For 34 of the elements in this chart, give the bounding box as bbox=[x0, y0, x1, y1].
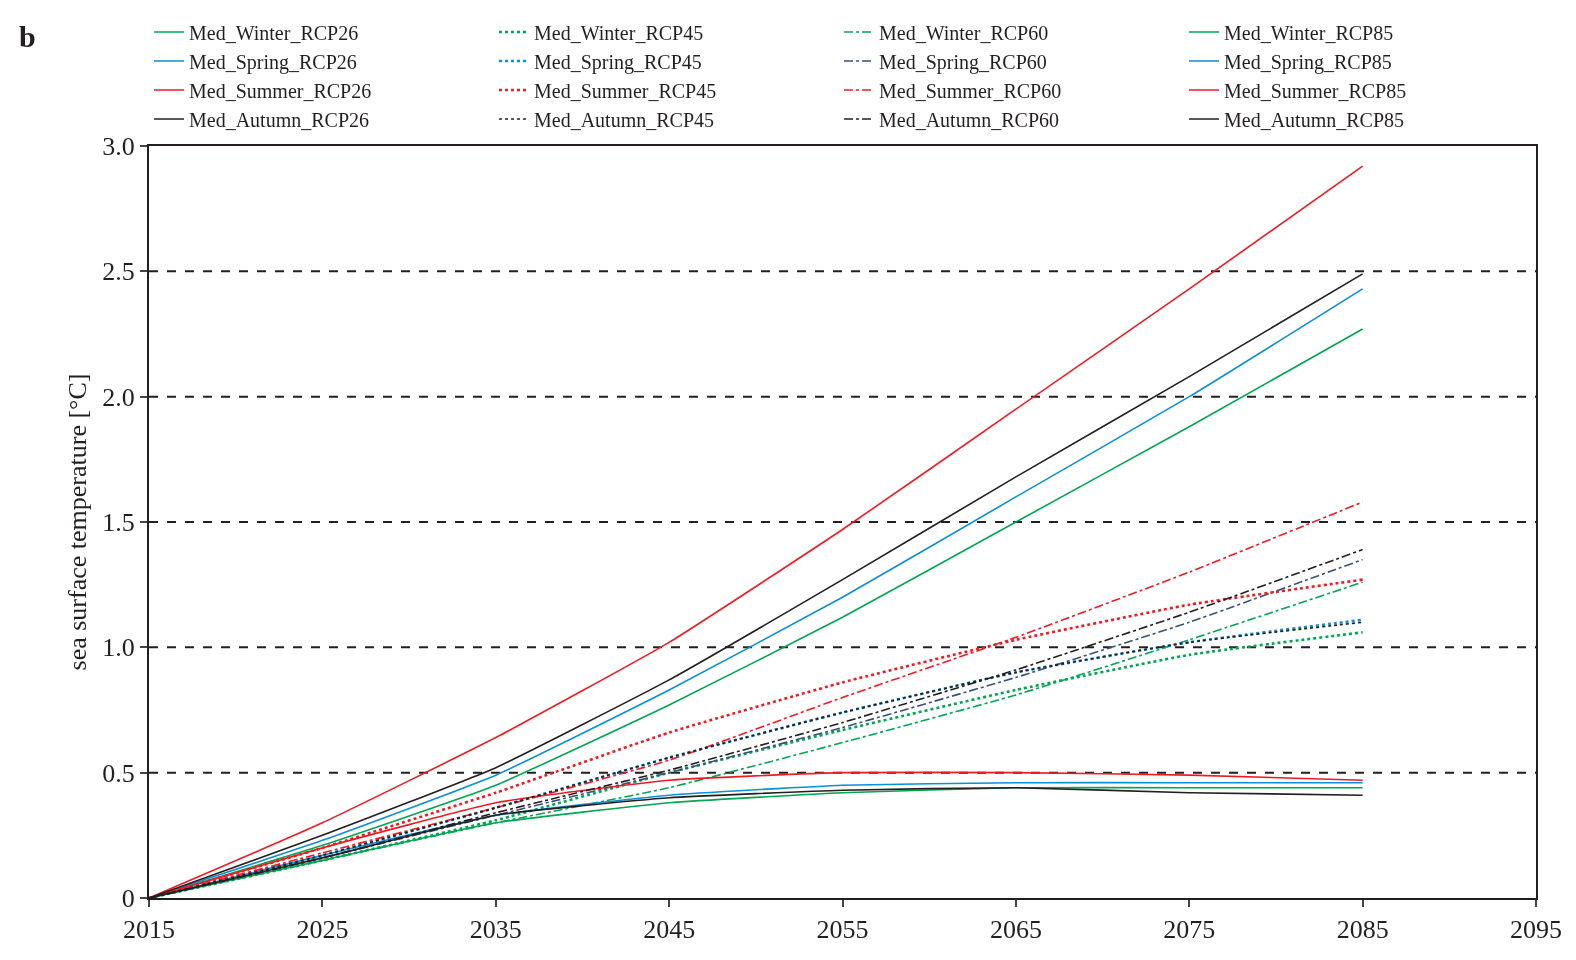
legend-label: Med_Autumn_RCP26 bbox=[189, 108, 370, 131]
legend-label: Med_Winter_RCP85 bbox=[1224, 21, 1394, 44]
y-tick-label: 2.5 bbox=[102, 257, 135, 287]
legend-label: Med_Autumn_RCP60 bbox=[879, 108, 1060, 131]
legend-label: Med_Summer_RCP45 bbox=[534, 79, 717, 102]
legend-label: Med_Summer_RCP60 bbox=[879, 79, 1062, 102]
legend-label: Med_Summer_RCP85 bbox=[1224, 79, 1407, 102]
y-axis-title: sea surface temperature [°C] bbox=[63, 373, 93, 671]
y-tick-label: 1.0 bbox=[102, 633, 135, 663]
x-tick-label: 2045 bbox=[643, 915, 696, 945]
x-tick-label: 2075 bbox=[1163, 915, 1216, 945]
x-tick-label: 2055 bbox=[816, 915, 869, 945]
legend-label: Med_Summer_RCP26 bbox=[189, 79, 372, 102]
legend-label: Med_Spring_RCP60 bbox=[879, 50, 1047, 74]
y-tick-label: 1.5 bbox=[102, 508, 135, 538]
x-tick-label: 2035 bbox=[469, 915, 522, 945]
y-tick-label: 2.0 bbox=[102, 382, 135, 412]
legend-label: Med_Winter_RCP26 bbox=[189, 21, 359, 44]
legend-label: Med_Spring_RCP85 bbox=[1224, 50, 1392, 74]
legend-label: Med_Autumn_RCP45 bbox=[534, 108, 715, 131]
x-tick-label: 2015 bbox=[123, 915, 175, 945]
y-tick-label: 3.0 bbox=[102, 132, 135, 162]
legend-label: Med_Spring_RCP26 bbox=[189, 50, 357, 74]
x-tick-label: 2025 bbox=[296, 915, 349, 945]
y-tick-label: 0 bbox=[121, 884, 135, 914]
legend-label: Med_Winter_RCP60 bbox=[879, 21, 1049, 44]
y-tick-label: 0.5 bbox=[102, 758, 135, 788]
legend-label: Med_Winter_RCP45 bbox=[534, 21, 704, 44]
legend-label: Med_Autumn_RCP85 bbox=[1224, 108, 1405, 131]
x-tick-label: 2085 bbox=[1336, 915, 1389, 945]
x-tick-label: 2095 bbox=[1510, 915, 1562, 945]
legend-label: Med_Spring_RCP45 bbox=[534, 50, 702, 74]
chart-title: b bbox=[19, 20, 36, 53]
x-tick-label: 2065 bbox=[989, 915, 1042, 945]
